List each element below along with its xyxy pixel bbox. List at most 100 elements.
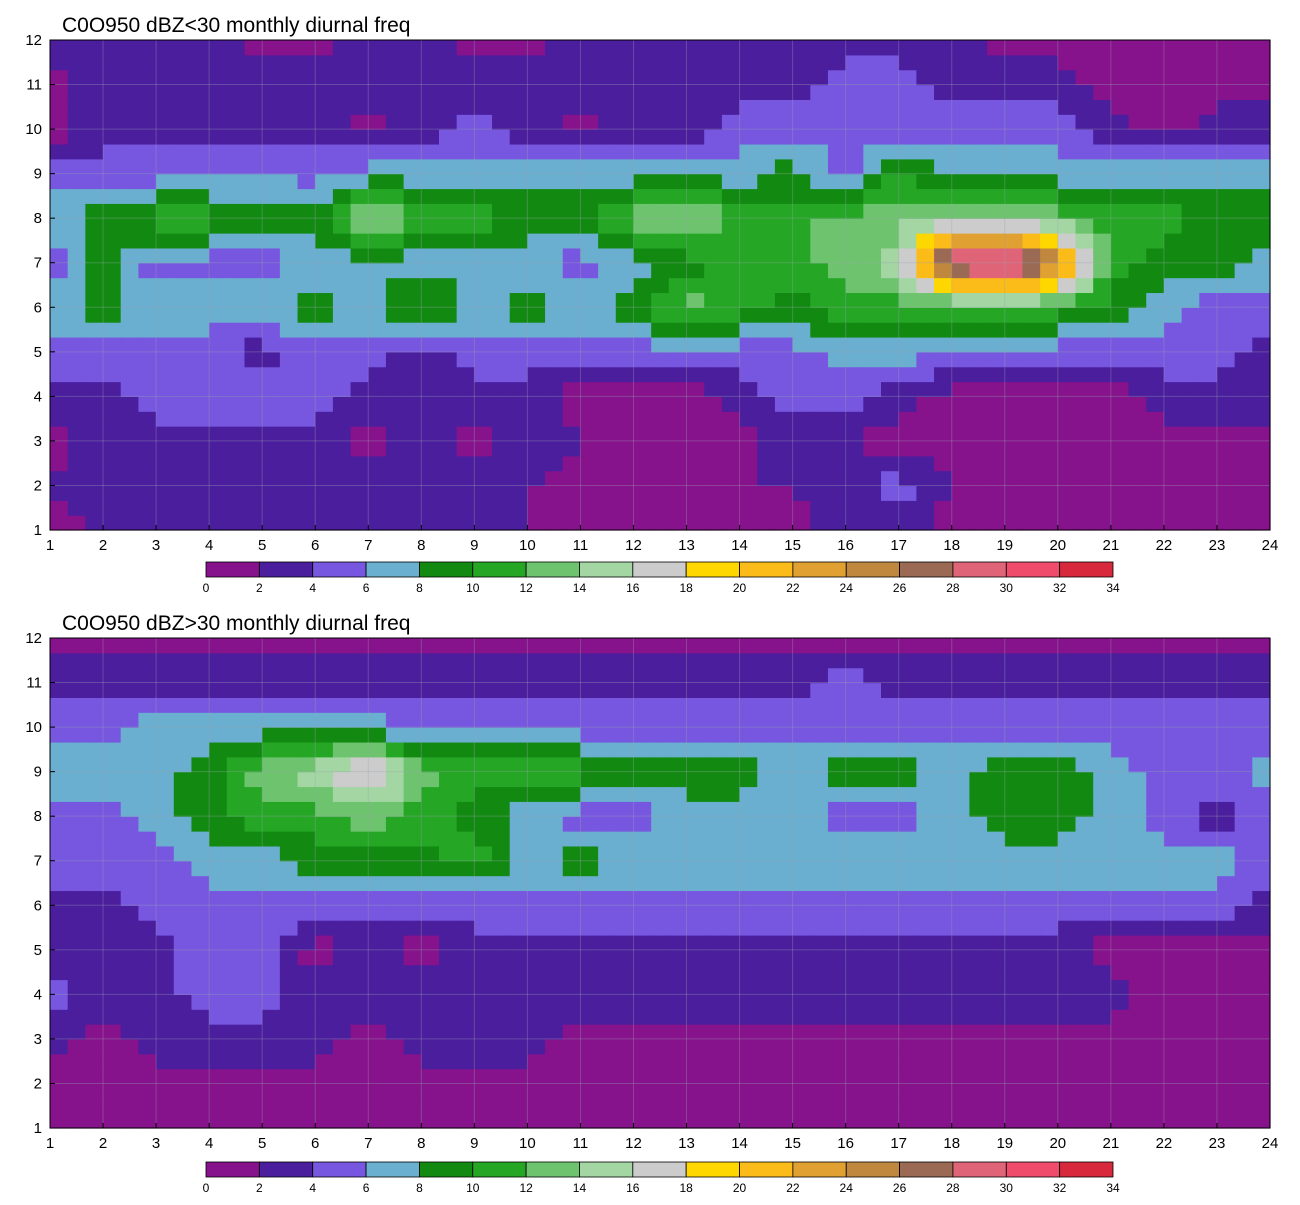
contour-cell — [774, 440, 794, 457]
contour-cell — [863, 218, 882, 234]
contour-cell — [810, 426, 829, 442]
contour-cell — [1075, 638, 1094, 654]
contour-cell — [50, 470, 69, 487]
contour-cell — [934, 381, 953, 397]
contour-cell — [881, 233, 900, 249]
contour-cell — [456, 741, 475, 758]
contour-cell — [492, 411, 511, 427]
contour-cell — [1022, 1009, 1041, 1025]
contour-cell — [845, 875, 864, 892]
contour-cell — [456, 1038, 475, 1055]
contour-cell — [580, 786, 599, 802]
contour-cell — [527, 233, 546, 249]
contour-cell — [580, 440, 599, 457]
contour-cell — [810, 129, 829, 145]
contour-cell — [1146, 455, 1165, 472]
contour-cell — [1234, 99, 1253, 115]
contour-cell — [898, 860, 917, 877]
contour-cell — [739, 905, 758, 921]
contour-cell — [474, 54, 493, 71]
contour-cell — [385, 188, 405, 204]
contour-cell — [792, 336, 811, 353]
contour-cell — [1146, 158, 1165, 175]
contour-cell — [120, 143, 139, 160]
contour-cell — [774, 500, 794, 516]
contour-cell — [1075, 890, 1094, 906]
contour-cell — [191, 143, 210, 160]
contour-cell — [686, 173, 705, 190]
contour-cell — [403, 485, 422, 501]
contour-cell — [173, 1068, 193, 1085]
contour-cell — [1234, 54, 1253, 71]
contour-cell — [67, 860, 86, 877]
contour-cell — [545, 470, 564, 487]
contour-cell — [368, 262, 387, 279]
contour-cell — [103, 158, 122, 175]
contour-cell — [1199, 697, 1218, 713]
contour-cell — [1163, 771, 1183, 788]
contour-cell — [209, 440, 228, 457]
contour-cell — [987, 741, 1006, 758]
contour-cell — [385, 292, 405, 308]
contour-cell — [1040, 114, 1059, 130]
contour-cell — [350, 682, 369, 698]
contour-cell — [1040, 845, 1059, 862]
contour-cell — [438, 741, 458, 758]
contour-cell — [492, 860, 511, 877]
contour-cell — [1146, 860, 1165, 877]
contour-cell — [244, 786, 263, 802]
contour-cell — [1181, 411, 1200, 427]
contour-cell — [350, 949, 369, 966]
contour-cell — [863, 143, 882, 160]
contour-cell — [1181, 262, 1200, 279]
contour-cell — [739, 667, 758, 684]
contour-cell — [385, 336, 405, 353]
contour-cell — [1128, 40, 1147, 56]
contour-cell — [156, 816, 175, 832]
contour-cell — [1199, 652, 1218, 669]
contour-cell — [774, 994, 794, 1010]
contour-cell — [757, 351, 776, 368]
y-tick-label: 4 — [34, 388, 42, 405]
contour-cell — [810, 262, 829, 279]
contour-cell — [1004, 831, 1024, 847]
contour-cell — [85, 905, 104, 921]
contour-cell — [987, 1068, 1006, 1085]
contour-cell — [120, 129, 139, 145]
contour-cell — [279, 366, 299, 383]
contour-cell — [686, 934, 705, 951]
contour-cell — [1004, 322, 1024, 338]
contour-cell — [350, 515, 369, 531]
contour-cell — [297, 470, 316, 487]
contour-cell — [315, 188, 334, 204]
contour-cell — [262, 741, 281, 758]
contour-cell — [262, 727, 281, 743]
contour-cell — [209, 652, 228, 669]
contour-cell — [438, 875, 458, 892]
contour-cell — [757, 114, 776, 130]
contour-cell — [438, 964, 458, 981]
contour-cell — [403, 920, 422, 936]
contour-cell — [845, 1083, 864, 1099]
colorbar-tick-label: 8 — [416, 581, 423, 595]
contour-cell — [50, 994, 69, 1010]
contour-cell — [156, 845, 175, 862]
contour-cell — [103, 1083, 122, 1099]
contour-cell — [279, 979, 299, 995]
contour-cell — [1093, 440, 1112, 457]
contour-cell — [1093, 816, 1112, 832]
contour-cell — [226, 638, 246, 654]
contour-cell — [456, 99, 475, 115]
contour-cell — [474, 218, 493, 234]
contour-cell — [1252, 741, 1271, 758]
contour-cell — [827, 247, 847, 264]
contour-cell — [103, 638, 122, 654]
contour-cell — [50, 816, 69, 832]
contour-cell — [598, 40, 617, 56]
contour-cell — [209, 158, 228, 175]
contour-cell — [721, 860, 741, 877]
contour-cell — [881, 1098, 900, 1114]
contour-cell — [704, 860, 723, 877]
contour-cell — [916, 69, 935, 86]
contour-cell — [598, 336, 617, 353]
